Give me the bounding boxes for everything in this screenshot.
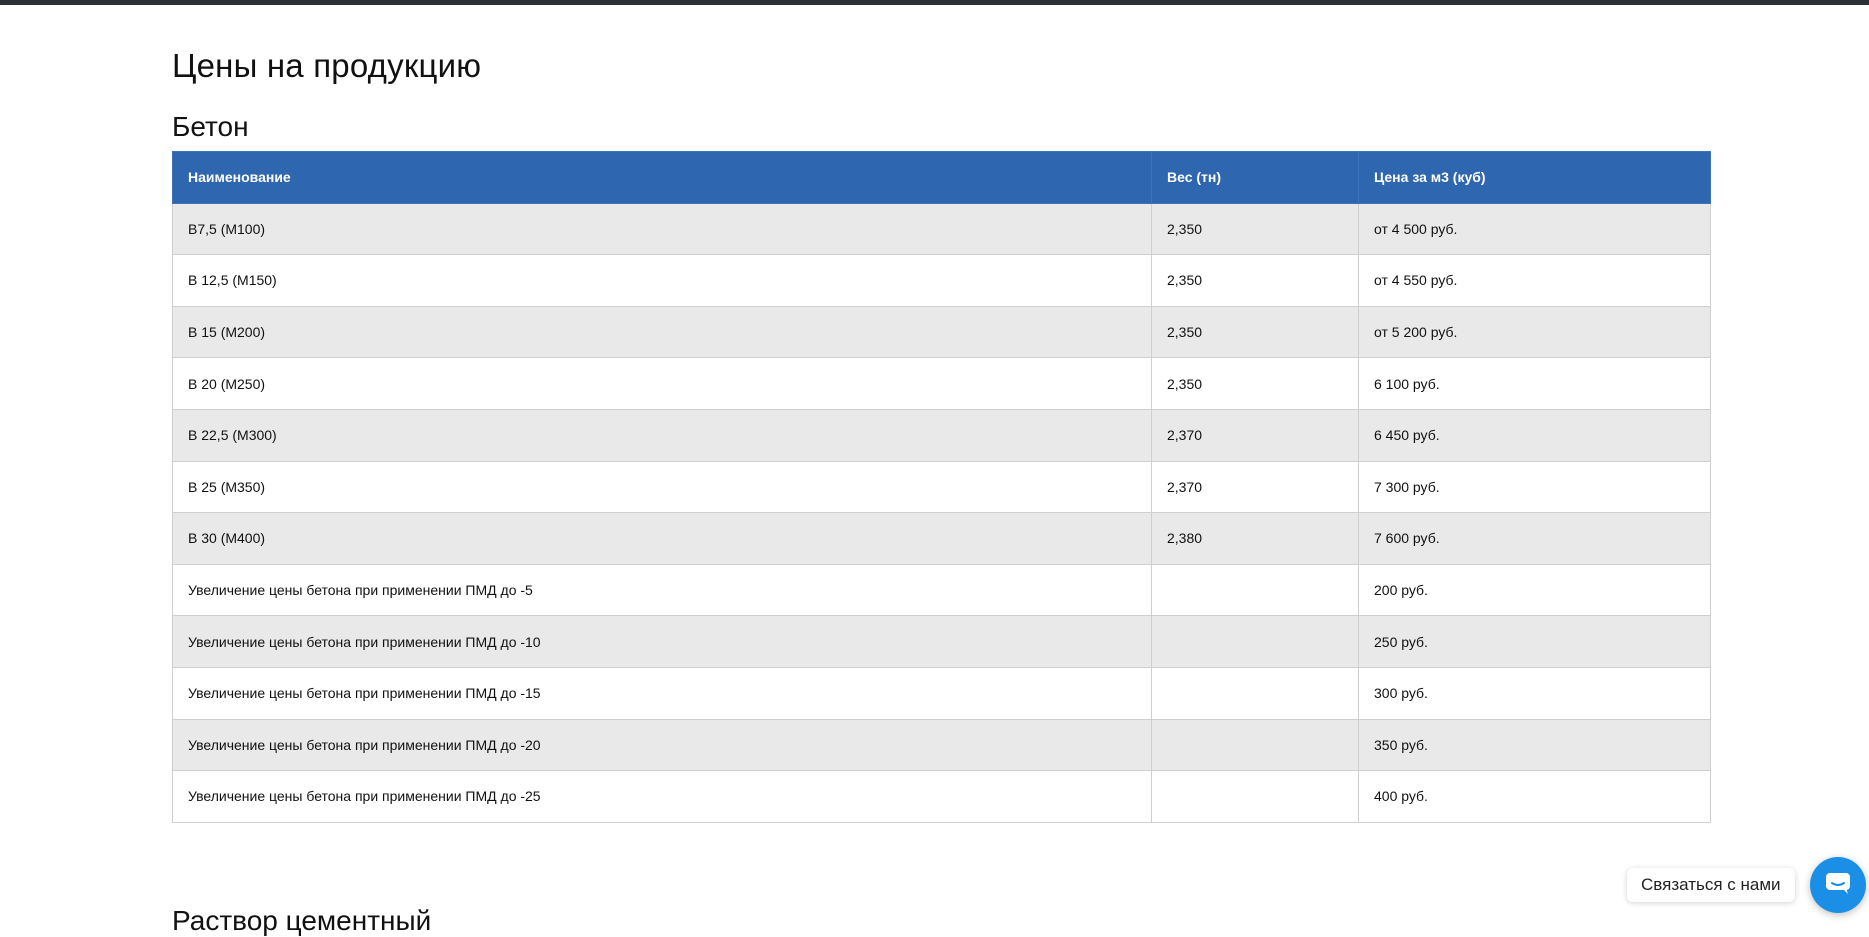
cell-name: В 25 (М350) <box>172 460 1152 514</box>
cell-name: Увеличение цены бетона при применении ПМ… <box>172 563 1152 617</box>
cell-weight: 2,350 <box>1151 357 1359 410</box>
table-row: В 15 (М200) 2,350 от 5 200 руб. <box>172 305 1711 359</box>
price-table: Наименование Вес (тн) Цена за м3 (куб) В… <box>172 151 1711 823</box>
cell-weight: 2,370 <box>1151 460 1359 514</box>
chat-button[interactable] <box>1810 857 1866 913</box>
cell-price: от 4 500 руб. <box>1358 202 1711 256</box>
table-row: Увеличение цены бетона при применении ПМ… <box>172 718 1711 772</box>
cell-price: 7 600 руб. <box>1358 512 1711 565</box>
cell-price: 350 руб. <box>1358 718 1711 772</box>
table-row: В 12,5 (М150) 2,350 от 4 550 руб. <box>172 254 1711 307</box>
cell-name: В 15 (М200) <box>172 305 1152 359</box>
cell-weight <box>1151 615 1359 668</box>
chat-bubble-icon <box>1823 870 1853 901</box>
cell-name: В 20 (М250) <box>172 357 1152 410</box>
cell-weight: 2,350 <box>1151 254 1359 307</box>
cell-weight: 2,350 <box>1151 202 1359 256</box>
cell-weight <box>1151 770 1359 823</box>
table-row: В 30 (М400) 2,380 7 600 руб. <box>172 512 1711 565</box>
cell-price: 200 руб. <box>1358 563 1711 617</box>
cell-name: Увеличение цены бетона при применении ПМ… <box>172 770 1152 823</box>
cell-price: 400 руб. <box>1358 770 1711 823</box>
cell-name: В7,5 (М100) <box>172 202 1152 256</box>
cell-name: Увеличение цены бетона при применении ПМ… <box>172 718 1152 772</box>
cell-price: 6 100 руб. <box>1358 357 1711 410</box>
table-header-row: Наименование Вес (тн) Цена за м3 (куб) <box>172 151 1711 204</box>
table-row: В 22,5 (М300) 2,370 6 450 руб. <box>172 408 1711 462</box>
column-header-price: Цена за м3 (куб) <box>1358 151 1711 204</box>
cell-weight <box>1151 666 1359 720</box>
cell-weight <box>1151 718 1359 772</box>
cell-price: от 4 550 руб. <box>1358 254 1711 307</box>
cell-price: 7 300 руб. <box>1358 460 1711 514</box>
page-title: Цены на продукцию <box>172 47 482 84</box>
cell-name: Увеличение цены бетона при применении ПМ… <box>172 666 1152 720</box>
cell-price: от 5 200 руб. <box>1358 305 1711 359</box>
cell-weight: 2,380 <box>1151 512 1359 565</box>
table-row: Увеличение цены бетона при применении ПМ… <box>172 615 1711 668</box>
browser-top-bar <box>0 0 1869 5</box>
column-header-weight: Вес (тн) <box>1151 151 1359 204</box>
cell-name: В 22,5 (М300) <box>172 408 1152 462</box>
cell-price: 250 руб. <box>1358 615 1711 668</box>
cell-weight: 2,350 <box>1151 305 1359 359</box>
cell-price: 300 руб. <box>1358 666 1711 720</box>
table-row: Увеличение цены бетона при применении ПМ… <box>172 666 1711 720</box>
section-title-mortar: Раствор цементный <box>172 905 432 936</box>
section-title-concrete: Бетон <box>172 111 249 142</box>
table-row: Увеличение цены бетона при применении ПМ… <box>172 770 1711 823</box>
cell-weight <box>1151 563 1359 617</box>
table-row: В 20 (М250) 2,350 6 100 руб. <box>172 357 1711 410</box>
cell-name: Увеличение цены бетона при применении ПМ… <box>172 615 1152 668</box>
cell-name: В 30 (М400) <box>172 512 1152 565</box>
table-row: В7,5 (М100) 2,350 от 4 500 руб. <box>172 202 1711 256</box>
cell-weight: 2,370 <box>1151 408 1359 462</box>
table-row: В 25 (М350) 2,370 7 300 руб. <box>172 460 1711 514</box>
table-row: Увеличение цены бетона при применении ПМ… <box>172 563 1711 617</box>
cell-name: В 12,5 (М150) <box>172 254 1152 307</box>
cell-price: 6 450 руб. <box>1358 408 1711 462</box>
column-header-name: Наименование <box>172 151 1152 204</box>
contact-us-label[interactable]: Связаться с нами <box>1627 868 1795 902</box>
